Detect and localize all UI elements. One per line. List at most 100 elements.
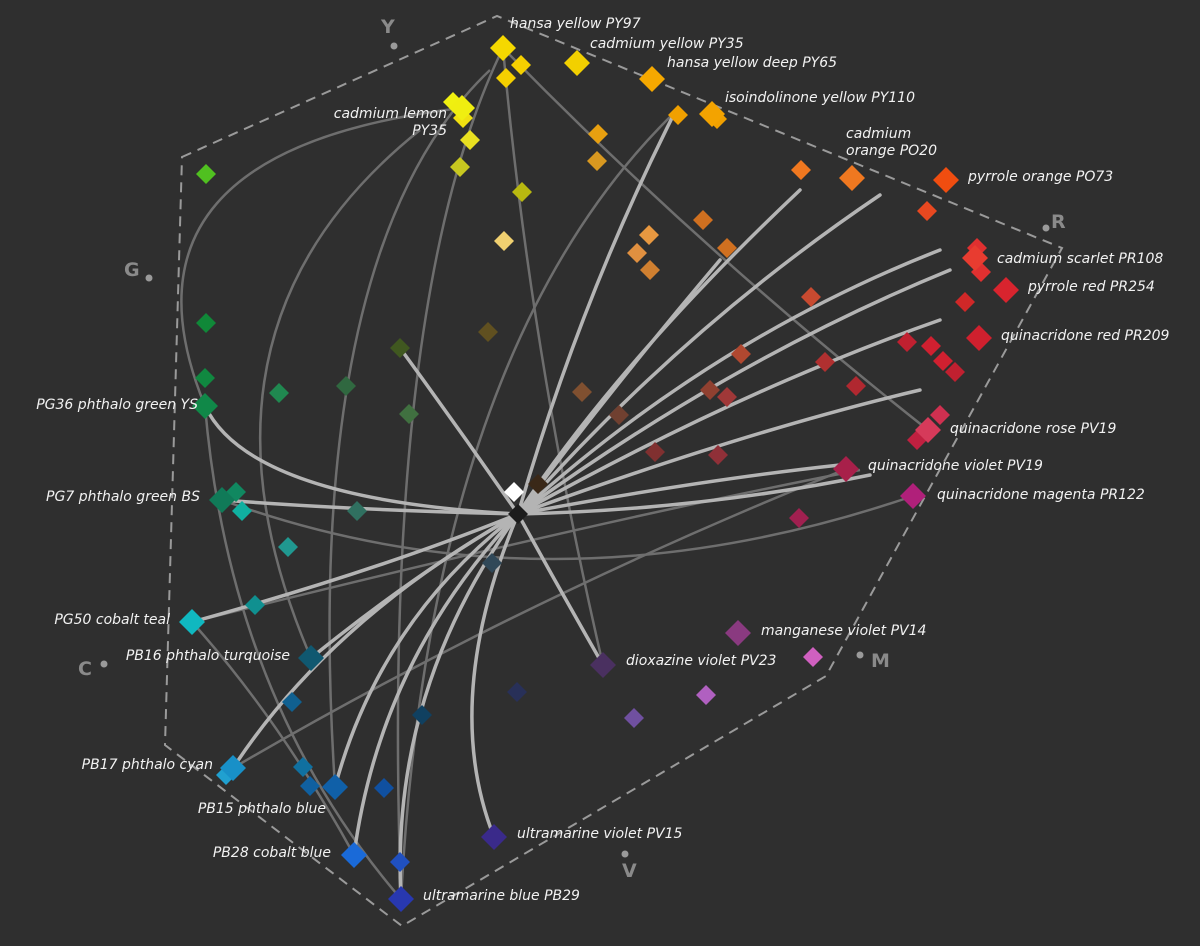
pigment-mark [962, 245, 988, 271]
curve [516, 473, 872, 516]
pigment-label: quinacridone magenta PR122 [937, 487, 1145, 503]
axis-label: C [78, 658, 92, 680]
pigment-mark [322, 774, 348, 800]
pigment-label: quinacridone red PR209 [1001, 328, 1170, 344]
pigment-mark [390, 852, 410, 872]
curve [231, 512, 520, 770]
mixing-curves [190, 110, 952, 901]
curve [516, 388, 922, 516]
pigment-mark [839, 165, 865, 191]
pigment-mark [731, 344, 751, 364]
curve [516, 188, 802, 516]
pigment-label: isoindolinone yellow PY110 [725, 90, 915, 106]
pigment-mark [717, 238, 737, 258]
curve [352, 512, 520, 857]
pigment-mark [699, 101, 725, 127]
pigment-mark [897, 332, 917, 352]
curve [516, 110, 677, 516]
pigment-label: ultramarine violet PV15 [517, 826, 683, 842]
pigment-label: PG7 phthalo green BS [46, 489, 200, 505]
pigment-mark [900, 483, 926, 509]
pigment-mark [388, 886, 414, 912]
pigment-mark [196, 164, 216, 184]
pigment-mark [460, 130, 480, 150]
pigment-mark [412, 705, 432, 725]
pigment-mark [374, 778, 394, 798]
pigment-mark [220, 755, 246, 781]
pigment-marks [179, 35, 1019, 912]
pigment-mark [993, 277, 1019, 303]
pigment-mark [494, 231, 514, 251]
pigment-mark [917, 201, 937, 221]
pigment-mark [624, 708, 644, 728]
pigment-mark [833, 456, 859, 482]
pigment-label: quinacridone violet PV19 [868, 458, 1043, 474]
pigment-mark [478, 322, 498, 342]
pigment-mark [717, 387, 737, 407]
axis-label: G [124, 259, 140, 281]
pigment-mark [921, 336, 941, 356]
pigment-mark [588, 124, 608, 144]
pigment-mark [300, 776, 320, 796]
pigment-mark [507, 682, 527, 702]
pigment-label: hansa yellow deep PY65 [667, 55, 838, 71]
pigment-label: PG36 phthalo green YS [36, 397, 198, 413]
pigment-label: PB16 phthalo turquoise [125, 648, 290, 664]
pigment-mark [801, 287, 821, 307]
pigment-mark [512, 182, 532, 202]
pigment-mark [955, 292, 975, 312]
pigment-label: PB15 phthalo blue [197, 801, 326, 817]
pigment-mark [390, 338, 410, 358]
axis-dot [100, 660, 108, 668]
pigment-mark [496, 68, 516, 88]
pigment-label: pyrrole red PR254 [1028, 279, 1155, 295]
link [232, 467, 847, 770]
pigment-mark [449, 95, 475, 121]
pigment-mark [590, 652, 616, 678]
pigment-mark [341, 842, 367, 868]
link [328, 69, 491, 788]
pigment-mark [933, 167, 959, 193]
pigment-mark [195, 368, 215, 388]
axis-label: M [871, 650, 890, 672]
axis-dot [1042, 224, 1050, 232]
pigment-mark [815, 352, 835, 372]
pigment-mark [791, 160, 811, 180]
curve [398, 346, 520, 516]
pigment-mark [196, 313, 216, 333]
link [180, 106, 463, 407]
curve [516, 248, 942, 516]
pigment-label: PB28 cobalt blue [212, 845, 331, 861]
axis-dot [390, 42, 398, 50]
pigment-mark [450, 157, 470, 177]
pigment-mark [399, 404, 419, 424]
pigment-mark [347, 501, 367, 521]
curve [516, 193, 882, 516]
gamut-outline [163, 14, 1064, 928]
pigment-mark [645, 442, 665, 462]
pigment-mark [481, 824, 507, 850]
link [502, 47, 929, 431]
pigment-mark [209, 487, 235, 513]
curve [190, 512, 520, 624]
pigment-mark [725, 620, 751, 646]
link [191, 621, 356, 856]
pigment-mark [668, 105, 688, 125]
pigment-mark [915, 417, 941, 443]
pigment-mark [282, 692, 302, 712]
pigment-label: ultramarine blue PB29 [423, 888, 580, 904]
pigment-mark [293, 757, 313, 777]
pigment-mark [696, 685, 716, 705]
pigment-label: pyrrole orange PO73 [968, 169, 1114, 185]
pigment-mark [627, 243, 647, 263]
pigment-mark [803, 647, 823, 667]
link [258, 129, 421, 659]
pigment-mark [933, 351, 953, 371]
curve [516, 268, 952, 516]
pigment-mark [179, 609, 205, 635]
axis-dot [145, 274, 153, 282]
axis-label: Y [381, 16, 395, 38]
link [191, 468, 861, 624]
